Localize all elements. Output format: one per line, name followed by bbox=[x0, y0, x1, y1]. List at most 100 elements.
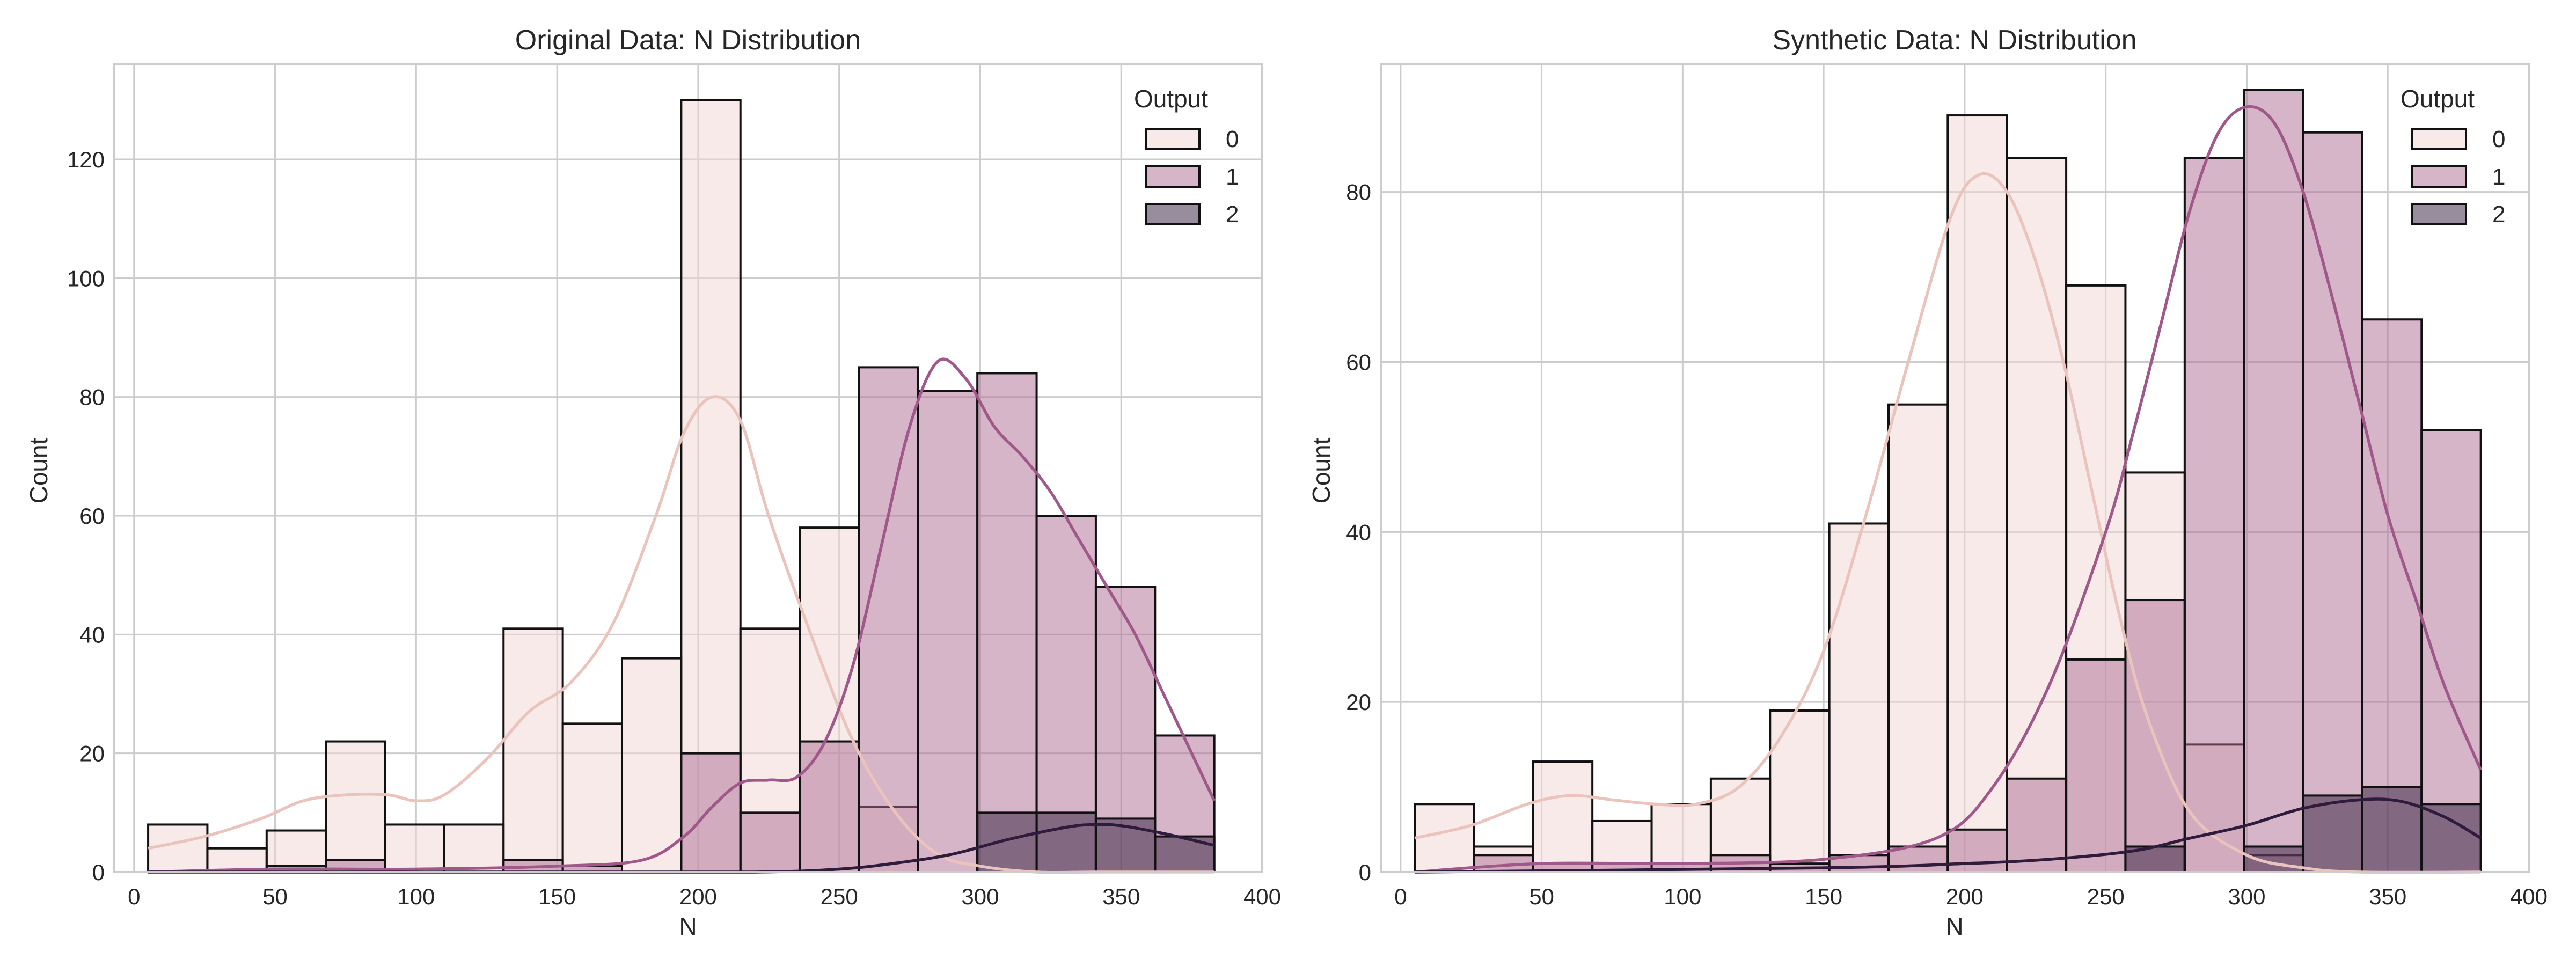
kde-line-0 bbox=[1414, 172, 2481, 874]
bar bbox=[1532, 760, 1594, 873]
y-tick-label: 120 bbox=[67, 147, 105, 172]
y-tick-label: 20 bbox=[79, 741, 105, 766]
x-axis-label: N bbox=[679, 912, 697, 940]
legend-swatch bbox=[2411, 203, 2467, 225]
bar bbox=[384, 823, 445, 873]
x-tick-label: 200 bbox=[679, 884, 717, 909]
bar bbox=[2065, 658, 2127, 874]
bar bbox=[502, 627, 564, 873]
histogram-bars bbox=[147, 99, 1216, 874]
y-tick-label: 20 bbox=[1346, 690, 1371, 715]
x-tick-label: 300 bbox=[2228, 884, 2265, 909]
bar bbox=[680, 752, 742, 874]
y-axis-label: Count bbox=[1307, 437, 1335, 503]
legend-swatch bbox=[1145, 165, 1201, 188]
x-tick-label: 100 bbox=[397, 884, 435, 909]
legend-swatch bbox=[1145, 203, 1201, 225]
y-tick-label: 0 bbox=[1359, 860, 1371, 885]
kde-line-2 bbox=[1415, 797, 2482, 874]
y-tick-label: 80 bbox=[1346, 180, 1371, 205]
bar bbox=[1946, 114, 2008, 874]
bar bbox=[2243, 89, 2304, 873]
bar bbox=[561, 722, 623, 873]
bar bbox=[680, 99, 742, 873]
y-axis-label: Count bbox=[25, 437, 53, 503]
legend-label: 2 bbox=[1226, 201, 1239, 228]
y-tick-label: 60 bbox=[1346, 349, 1371, 375]
bar bbox=[2420, 803, 2482, 874]
y-tick-label: 80 bbox=[79, 385, 105, 410]
bar bbox=[976, 811, 1038, 874]
x-tick-label: 100 bbox=[1664, 884, 1701, 909]
legend-label: 1 bbox=[1226, 164, 1239, 190]
legend-label: 0 bbox=[1226, 126, 1239, 152]
bar bbox=[1946, 828, 2008, 873]
bar bbox=[1414, 803, 1475, 874]
x-ticks: 0 50 100 150 200 250 300 350 400 bbox=[128, 884, 1281, 909]
kde-line-0 bbox=[148, 395, 1214, 874]
bar bbox=[1769, 709, 1831, 873]
bar bbox=[1887, 403, 1949, 873]
x-tick-label: 250 bbox=[2087, 884, 2125, 909]
kde-curves bbox=[1414, 105, 2483, 874]
bar bbox=[620, 657, 683, 874]
bar bbox=[1650, 803, 1712, 874]
kde-line-1 bbox=[148, 357, 1216, 874]
chart-panel-synthetic: Synthetic Data: N Distribution N Count 0… bbox=[1307, 25, 2548, 940]
y-tick-label: 100 bbox=[67, 266, 105, 291]
y-ticks: 0 20 40 60 80 bbox=[1346, 180, 1371, 885]
chart-title: Synthetic Data: N Distribution bbox=[1772, 25, 2136, 56]
plot-frame bbox=[113, 63, 1263, 873]
chart-title: Original Data: N Distribution bbox=[515, 25, 861, 56]
x-tick-label: 350 bbox=[2369, 884, 2406, 909]
bar bbox=[739, 811, 801, 874]
y-tick-label: 40 bbox=[1346, 519, 1371, 545]
x-tick-label: 0 bbox=[1394, 884, 1407, 909]
legend-swatch bbox=[2411, 165, 2467, 188]
y-ticks: 0 20 40 60 80 100 120 bbox=[67, 147, 105, 885]
x-tick-label: 300 bbox=[961, 884, 999, 909]
chart-panel-original: Original Data: N Distribution N Count 0 5… bbox=[25, 25, 1281, 940]
x-tick-label: 0 bbox=[128, 884, 140, 909]
y-tick-label: 40 bbox=[79, 622, 105, 647]
legend: Output 0 1 2 bbox=[1134, 85, 1239, 228]
legend-label: 2 bbox=[2492, 201, 2505, 228]
legend-title: Output bbox=[1134, 85, 1208, 113]
legend-label: 0 bbox=[2492, 126, 2505, 152]
x-axis-label: N bbox=[1945, 912, 1963, 940]
x-tick-label: 350 bbox=[1102, 884, 1140, 909]
bar bbox=[325, 740, 386, 873]
bar bbox=[1035, 811, 1097, 874]
bar bbox=[976, 372, 1038, 873]
bar bbox=[799, 740, 860, 873]
y-tick-label: 0 bbox=[92, 860, 105, 885]
legend: Output 0 1 2 bbox=[2401, 85, 2506, 228]
bar bbox=[858, 366, 919, 873]
x-tick-label: 400 bbox=[2510, 884, 2548, 909]
x-tick-label: 250 bbox=[821, 884, 858, 909]
x-tick-label: 50 bbox=[1529, 884, 1554, 909]
legend-title: Output bbox=[2401, 85, 2475, 113]
bar bbox=[147, 823, 209, 873]
x-tick-label: 150 bbox=[1805, 884, 1842, 909]
x-tick-label: 200 bbox=[1946, 884, 1984, 909]
legend-swatch bbox=[2411, 128, 2467, 150]
x-tick-label: 400 bbox=[1243, 884, 1281, 909]
x-tick-label: 50 bbox=[262, 884, 288, 909]
bar bbox=[2006, 157, 2068, 873]
bar bbox=[917, 390, 979, 873]
x-tick-label: 150 bbox=[538, 884, 576, 909]
y-tick-label: 60 bbox=[79, 503, 105, 529]
plot-frame bbox=[1380, 63, 2530, 873]
bar bbox=[2006, 777, 2068, 873]
legend-swatch bbox=[1145, 128, 1201, 150]
x-ticks: 0 50 100 150 200 250 300 350 400 bbox=[1394, 884, 2548, 909]
bar bbox=[2302, 131, 2363, 874]
bar bbox=[443, 823, 505, 873]
bar bbox=[1828, 522, 1890, 873]
histogram-bars bbox=[1414, 89, 2482, 874]
bar bbox=[2183, 157, 2245, 873]
legend-label: 1 bbox=[2492, 164, 2505, 190]
bar bbox=[2420, 429, 2482, 873]
